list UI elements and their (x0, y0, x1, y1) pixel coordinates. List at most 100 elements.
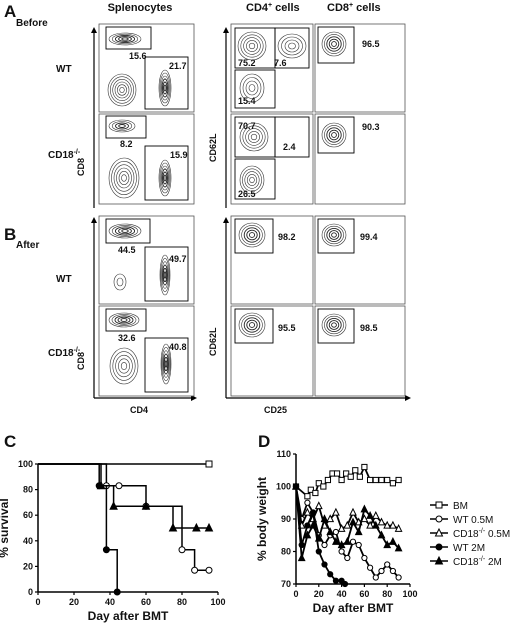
contour-ring (160, 165, 170, 191)
gate-value: 2.4 (283, 142, 296, 152)
contour-ring (242, 168, 262, 192)
contour-ring (328, 230, 340, 240)
data-point (434, 555, 444, 565)
data-point (115, 482, 123, 490)
legend-label: CD18-/- 2M (453, 556, 502, 568)
contour-ring (245, 128, 263, 146)
gate-value: 49.7 (169, 254, 187, 264)
contour-ring (331, 232, 337, 238)
contour-ring (238, 222, 266, 248)
contour-ring (161, 261, 169, 289)
data-point (307, 486, 314, 493)
contour-ring (245, 80, 259, 96)
contour-ring (241, 225, 263, 245)
panel-label-c: C (4, 432, 16, 451)
contour-ring (163, 174, 167, 182)
axis-label-cd62l-b: CD62L (208, 327, 218, 356)
data-point (377, 530, 386, 539)
data-point (297, 553, 306, 562)
data-point (344, 554, 351, 562)
x-tick-label: 40 (337, 589, 347, 599)
data-point (320, 483, 327, 490)
data-point (378, 476, 385, 484)
data-point (343, 537, 352, 545)
data-point (361, 463, 368, 471)
data-point (395, 574, 402, 581)
contour-ring (277, 33, 307, 59)
contour-ring (324, 315, 344, 335)
data-point (435, 515, 443, 523)
gate-value: 15.4 (238, 96, 256, 106)
gate-b-cd18-cd8 (105, 308, 147, 332)
contour-ring (321, 122, 347, 148)
contour-ring (111, 33, 139, 45)
gate-b-wt-cd8-cd62l (317, 218, 355, 254)
data-point (435, 501, 443, 509)
contour-ring (108, 32, 142, 46)
gate-value: 96.5 (362, 39, 380, 49)
x-tick-label: 80 (177, 597, 187, 607)
x-tick-label: 60 (359, 589, 369, 599)
contour-ring (108, 312, 140, 328)
y-tick-label: 90 (281, 514, 291, 524)
x-tick-label: 20 (69, 597, 79, 607)
contour-ring (239, 122, 269, 152)
plot-b-cd18-splen (98, 305, 195, 397)
data-point (367, 564, 374, 571)
contour-ring (244, 171, 260, 189)
data-point (389, 567, 396, 575)
contour-ring (328, 38, 340, 50)
gate-b-cd18-cd8-cd62l (317, 308, 355, 344)
gate-b-cd18-cd4 (144, 337, 189, 393)
data-point (337, 524, 346, 532)
label-after-cd18: CD18-/- (48, 347, 81, 359)
contour-ring (113, 164, 135, 192)
contour-ring (250, 133, 258, 141)
contour-ring (109, 347, 139, 385)
data-point (372, 476, 379, 484)
contour-ring (328, 320, 340, 330)
gate-b-wt-cd4-cd62l (234, 218, 274, 254)
contour-ring (288, 42, 296, 50)
contour-ring (161, 346, 171, 381)
legend-label: WT 0.5M (453, 515, 493, 526)
y-tick-label: 60 (23, 510, 33, 520)
contour-ring (242, 77, 262, 99)
contour-ring (248, 84, 256, 92)
gate-value: 70.7 (238, 121, 256, 131)
contour-ring (159, 254, 171, 296)
gate-value: 44.5 (118, 245, 136, 255)
svg-text:CD8+ cells: CD8+ cells (327, 2, 381, 14)
contour-ring (162, 264, 168, 286)
gate-a-wt-cd62l-lo (234, 69, 276, 109)
gate-value: 32.6 (118, 333, 136, 343)
gate-a-cd18-cd4 (144, 145, 189, 201)
contour-ring (242, 125, 266, 149)
data-point (378, 567, 385, 575)
contour-ring (158, 159, 172, 197)
contour-ring (114, 81, 130, 99)
contour-ring (115, 122, 129, 130)
contour-ring (116, 167, 132, 189)
contour-ring (239, 165, 265, 195)
contour-ring (115, 354, 133, 378)
gate-value: 99.4 (360, 232, 378, 242)
data-point (326, 514, 335, 523)
gate-value: 98.5 (360, 323, 378, 333)
contour-ring (246, 229, 258, 241)
data-point (384, 561, 391, 568)
contour-ring (281, 36, 303, 56)
header-cd8-cells-word: cells (356, 2, 380, 14)
data-point (191, 566, 199, 574)
label-after: After (16, 240, 39, 251)
contour-ring (163, 84, 167, 92)
contour-ring (249, 176, 255, 184)
gate-value: 26.5 (238, 189, 256, 199)
y-tick-label: 80 (281, 547, 291, 557)
contour-ring (331, 132, 337, 138)
data-point (333, 470, 341, 477)
data-point (395, 476, 402, 484)
contour-ring (326, 317, 342, 333)
gate-value: 95.5 (278, 323, 296, 333)
contour-ring (321, 223, 347, 247)
